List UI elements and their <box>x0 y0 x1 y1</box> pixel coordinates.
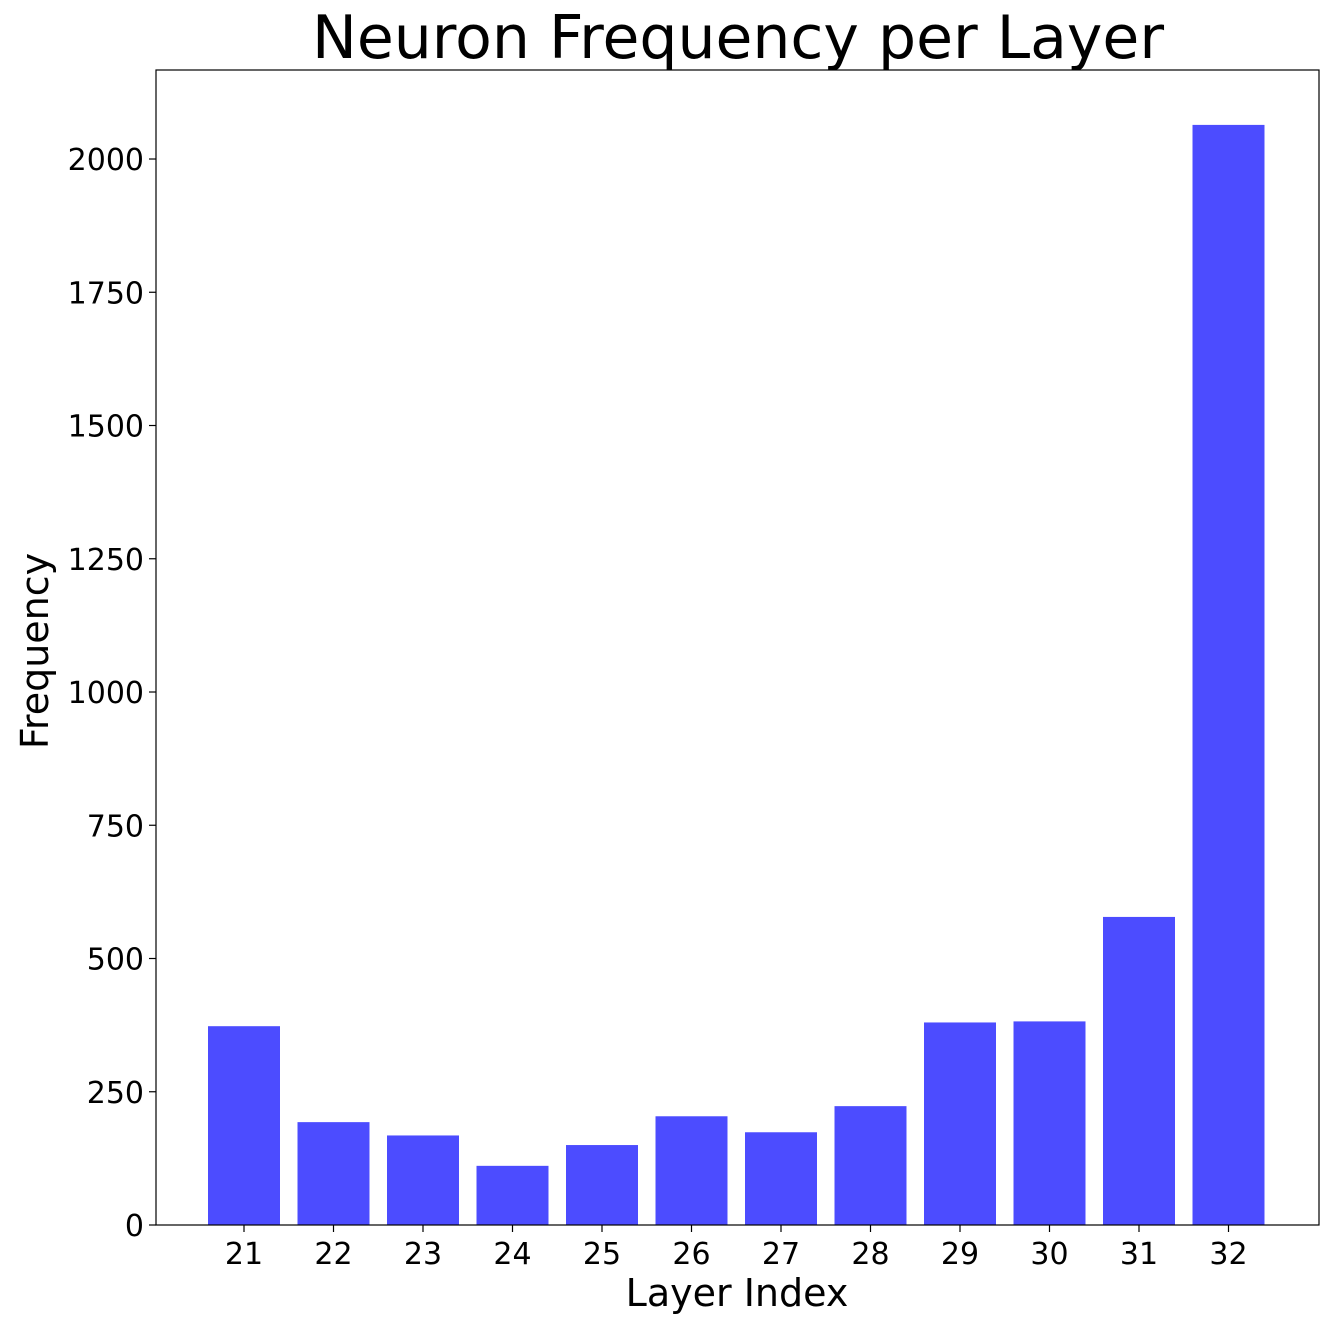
bar-layer-23 <box>387 1135 459 1225</box>
x-tick-label: 28 <box>851 1237 889 1272</box>
bar-layer-22 <box>297 1122 370 1225</box>
bar-layer-21 <box>208 1026 280 1225</box>
bar-layer-25 <box>566 1145 638 1225</box>
bar-layer-27 <box>745 1132 817 1225</box>
x-tick-label: 24 <box>493 1237 531 1272</box>
x-tick-label: 30 <box>1030 1237 1068 1272</box>
y-tick-label: 2000 <box>68 143 144 178</box>
y-tick-label: 1500 <box>68 410 144 445</box>
bar-layer-31 <box>1103 916 1175 1225</box>
y-tick-label: 0 <box>125 1209 144 1244</box>
y-tick-label: 1750 <box>68 276 144 311</box>
y-tick-label: 1000 <box>68 676 144 711</box>
x-tick-label: 21 <box>225 1237 263 1272</box>
bar-layer-29 <box>924 1022 996 1225</box>
x-tick-label: 27 <box>762 1237 800 1272</box>
y-tick-label: 500 <box>87 943 144 978</box>
x-tick-label: 23 <box>404 1237 442 1272</box>
x-tick-label: 31 <box>1120 1237 1158 1272</box>
bar-layer-32 <box>1192 124 1265 1226</box>
x-tick-label: 26 <box>672 1237 710 1272</box>
x-tick-label: 22 <box>314 1237 352 1272</box>
bar-layer-24 <box>476 1165 549 1225</box>
bar-layer-28 <box>834 1106 907 1225</box>
bar-layer-26 <box>655 1116 728 1225</box>
plot-frame <box>155 69 1320 1226</box>
x-axis-label: Layer Index <box>626 1271 849 1315</box>
x-tick-label: 29 <box>941 1237 979 1272</box>
x-tick-label: 32 <box>1209 1237 1247 1272</box>
y-axis-label: Frequency <box>13 553 57 749</box>
y-axis: 0 250 500 750 1000 1250 1500 1750 2000 <box>68 143 156 1244</box>
y-tick-label: 750 <box>87 809 144 844</box>
y-tick-label: 250 <box>87 1076 144 1111</box>
chart-title: Neuron Frequency per Layer <box>312 3 1164 73</box>
y-tick-label: 1250 <box>68 543 144 578</box>
bars-group <box>208 124 1265 1226</box>
x-axis: 21 22 23 24 25 26 27 28 29 30 31 32 <box>225 1225 1248 1272</box>
x-tick-label: 25 <box>583 1237 621 1272</box>
bar-layer-30 <box>1013 1021 1086 1225</box>
